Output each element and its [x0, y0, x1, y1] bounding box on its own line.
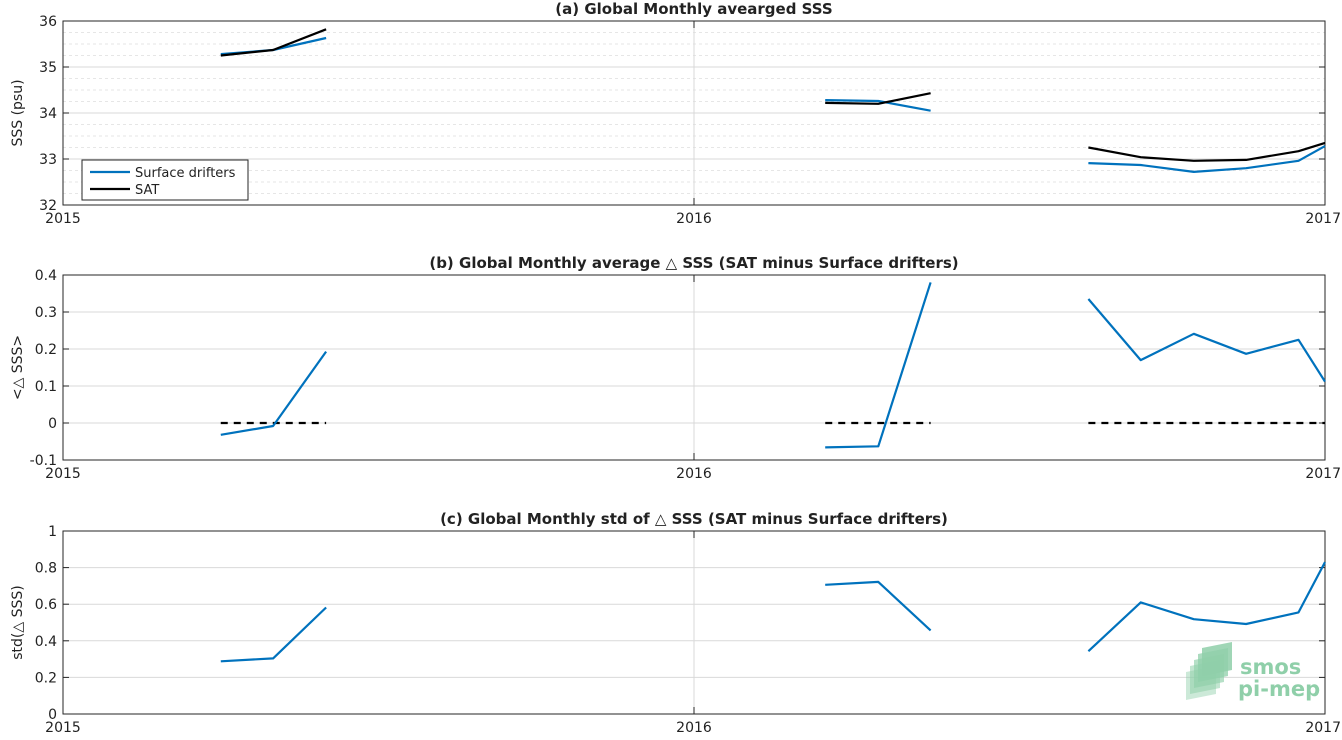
x-tick-label: 2015 — [45, 720, 81, 736]
x-tick-label: 2016 — [676, 720, 712, 736]
x-tick-label: 2015 — [45, 466, 81, 482]
y-axis-label: SSS (psu) — [10, 79, 26, 146]
series-line-primary — [221, 38, 326, 54]
y-tick-label: 0.1 — [35, 379, 57, 395]
series-line-primary — [1088, 562, 1325, 651]
chart-title: (b) Global Monthly average △ SSS (SAT mi… — [429, 254, 958, 272]
y-tick-label: 36 — [39, 14, 57, 30]
series-line-secondary — [825, 93, 930, 104]
y-axis-label: <△ SSS> — [10, 335, 26, 400]
y-tick-label: 0.8 — [35, 561, 57, 577]
y-tick-label: 0.2 — [35, 342, 57, 358]
y-tick-label: 0.4 — [35, 268, 57, 284]
y-tick-label: 0.4 — [35, 634, 57, 650]
series-line-primary — [825, 582, 930, 631]
legend: Surface drifters SAT — [82, 160, 248, 200]
x-tick-label: 2017 — [1305, 211, 1341, 227]
y-tick-label: 0.6 — [35, 597, 57, 613]
y-tick-label: 34 — [39, 106, 57, 122]
series-line-primary — [825, 100, 930, 111]
y-axis-label: std(△ SSS) — [10, 585, 26, 659]
y-tick-label: 0 — [48, 416, 57, 432]
x-tick-label: 2016 — [676, 466, 712, 482]
y-tick-label: 35 — [39, 60, 57, 76]
chart-title: (c) Global Monthly std of △ SSS (SAT min… — [440, 510, 948, 528]
y-tick-label: 33 — [39, 152, 57, 168]
y-tick-label: 1 — [48, 524, 57, 540]
series-line-primary — [221, 608, 326, 662]
x-tick-label: 2017 — [1305, 466, 1341, 482]
x-tick-label: 2016 — [676, 211, 712, 227]
y-tick-label: 0.2 — [35, 670, 57, 686]
x-tick-label: 2015 — [45, 211, 81, 227]
x-tick-label: 2017 — [1305, 720, 1341, 736]
legend-label: SAT — [135, 183, 159, 198]
logo-text-line1: smos — [1240, 655, 1301, 679]
chart-title: (a) Global Monthly avearged SSS — [555, 0, 832, 18]
series-line-primary — [1088, 299, 1325, 382]
logo-text-line2: pi-mep — [1238, 677, 1320, 701]
legend-label: Surface drifters — [135, 166, 236, 181]
y-tick-label: 0.3 — [35, 305, 57, 321]
series-line-secondary — [1088, 143, 1325, 161]
